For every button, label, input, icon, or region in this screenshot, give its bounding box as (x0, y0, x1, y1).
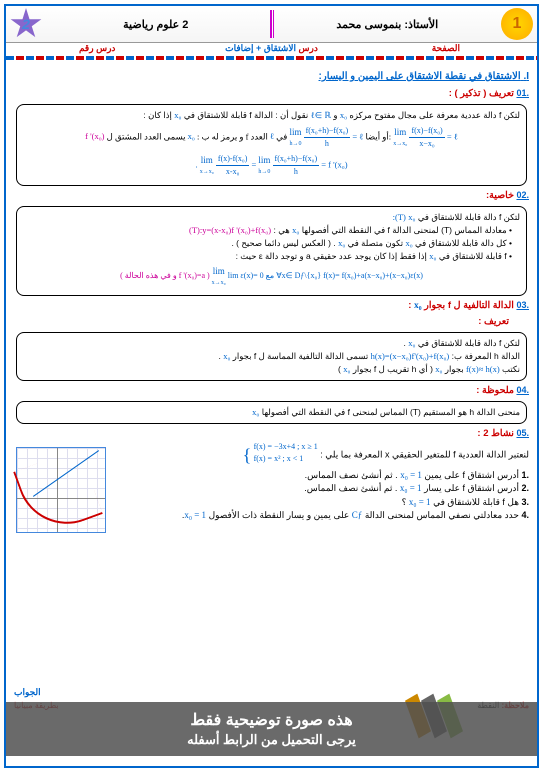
divider-stripes (6, 56, 537, 60)
teacher-name: بنموسى محمد (336, 19, 401, 31)
lesson-title-cell: درس الاشتقاق + إضافات (184, 43, 358, 54)
def-label: تعريف : (14, 315, 509, 329)
page-label: الصفحة (359, 43, 533, 54)
subsection-01: .01 تعريف ( تذكير ) : (14, 87, 529, 101)
remark-box: منحنى الدالة h هو المستقيم (T) المماس لم… (16, 401, 527, 424)
bullet-1: معادلة المماس (T) لمنحنى الدالة f في الن… (23, 224, 512, 237)
prop-intro: لتكن f دالة قابلة للاشتقاق في x₀ :(T) (23, 211, 520, 224)
def-line-1: لتكن f دالة عددية معرفة على مجال مفتوح م… (23, 109, 520, 122)
section-1-title: I. الاشتقاق في نقطة الاشتقاق على اليمين … (14, 69, 529, 84)
bullet-2: كل دالة قابلة للاشتقاق في x₀ تكون متصلة … (23, 237, 512, 250)
formula-2: . limx→x₀ f(x)-f(x₀)x-x₀ = limh→0 f(x₀+h… (23, 153, 520, 178)
subsection-04: .04 ملحوظة : (14, 384, 529, 398)
activity-2: لنعتبر الدالة العددية f للمتغير الحقيقي … (14, 441, 529, 523)
lesson-star: 2 (10, 8, 42, 40)
subject: 2 علوم رياضية (123, 19, 188, 31)
lesson-num: 2 (22, 16, 30, 32)
page-header: 1 الأستاذ: بنموسى محمد 2 علوم رياضية 2 (6, 6, 537, 43)
lesson-num-label: درس رقم (10, 43, 184, 54)
affine-l2: الدالة h المعرفة ب: h(x)=(x−x₀)f'(x₀)+f(… (23, 350, 520, 363)
subsection-05: .05 نشاط 2 : (14, 427, 529, 441)
affine-l3: نكتب f(x)≈ h(x) بجوار x₀ ( أي h تقريب ل … (23, 363, 520, 376)
function-graph (16, 447, 106, 533)
overlay-line1: هذه صورة توضيحية فقط (14, 710, 529, 730)
content: I. الاشتقاق في نقطة الاشتقاق على اليمين … (6, 62, 537, 527)
epsilon-formula: ( و في هذه الحالة f '(x₀)=a ) limx→x₀ li… (23, 265, 520, 288)
subsection-02: .02 خاصية: (14, 189, 529, 203)
watermark-overlay: هذه صورة توضيحية فقط يرجى التحميل من الر… (6, 702, 537, 756)
affine-l1: لتكن f دالة قابلة للاشتقاق في x₀ . (23, 337, 520, 350)
divider (270, 10, 274, 38)
affine-box: لتكن f دالة قابلة للاشتقاق في x₀ . الدال… (16, 332, 527, 380)
sub-header: الصفحة درس الاشتقاق + إضافات درس رقم (6, 43, 537, 54)
subject-cell: 2 علوم رياضية (42, 18, 270, 31)
formula-1: f '(x₀) و يرمز له ب : x₀ يسمى العدد المش… (23, 125, 520, 150)
definition-box-1: لتكن f دالة عددية معرفة على مجال مفتوح م… (16, 104, 527, 186)
property-box: لتكن f دالة قابلة للاشتقاق في x₀ :(T) مع… (16, 206, 527, 296)
page-num: 1 (513, 15, 522, 33)
page-number-badge: 1 (501, 8, 533, 40)
teacher-label: الأستاذ: (404, 19, 438, 31)
teacher-cell: الأستاذ: بنموسى محمد (274, 18, 502, 31)
answer-label: الجواب (14, 687, 41, 698)
overlay-line2: يرجى التحميل من الرابط أسفله (14, 732, 529, 748)
subsection-03: .03 الدالة التالفية ل f بجوار x₀ : تعريف… (14, 299, 529, 330)
bullet-3: f قابلة للاشتقاق في x₀ إذا فقط إذا كان ي… (23, 250, 512, 263)
